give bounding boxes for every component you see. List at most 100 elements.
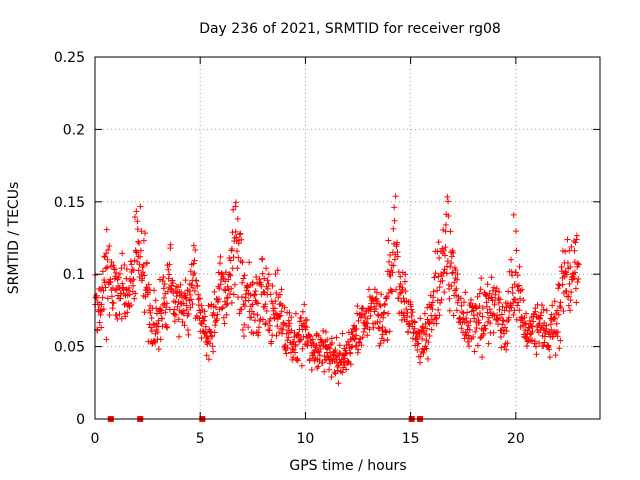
data-point [453, 307, 460, 314]
data-point [246, 259, 253, 266]
data-point [451, 287, 458, 294]
data-point [116, 311, 123, 318]
data-point [554, 307, 561, 314]
data-point [217, 260, 224, 267]
data-point [294, 357, 301, 364]
data-point [382, 295, 389, 302]
data-point [510, 311, 517, 318]
data-point [253, 273, 260, 280]
data-point [378, 291, 385, 298]
data-point [100, 306, 107, 313]
data-point [154, 329, 161, 336]
data-point [344, 359, 351, 366]
data-point [271, 315, 278, 322]
data-point [424, 304, 431, 311]
data-point [158, 307, 165, 314]
data-point [438, 296, 445, 303]
data-point [225, 286, 232, 293]
data-point [553, 320, 560, 327]
data-point [155, 317, 162, 324]
data-point [254, 300, 261, 307]
data-point [171, 318, 178, 325]
data-point [264, 277, 271, 284]
data-point [379, 323, 386, 330]
data-point [234, 248, 240, 255]
data-point [259, 256, 266, 263]
data-point [452, 266, 459, 273]
data-point [481, 325, 488, 332]
data-point [508, 256, 515, 263]
data-point [96, 319, 103, 326]
chart-title: Day 236 of 2021, SRMTID for receiver rg0… [199, 21, 501, 37]
data-point [557, 304, 564, 311]
data-point [306, 356, 313, 363]
data-point [191, 270, 198, 277]
data-point [495, 299, 502, 306]
data-point [196, 295, 203, 302]
data-point [498, 344, 505, 351]
data-point [131, 257, 138, 264]
data-point [254, 311, 261, 318]
data-point [478, 275, 485, 282]
x-tick-label: 20 [507, 431, 525, 447]
data-point [273, 332, 280, 339]
data-point [349, 343, 356, 350]
data-point [217, 253, 224, 260]
axis-ticks: 0 0.05 0.1 0.15 0.2 0.25 0 5 10 15 20 [54, 50, 600, 447]
data-point [505, 288, 512, 295]
data-point [556, 345, 563, 352]
data-point [158, 315, 165, 322]
data-point [166, 271, 173, 278]
data-point [335, 380, 342, 387]
data-point [133, 208, 140, 215]
data-point [110, 262, 117, 269]
data-point [385, 237, 392, 244]
data-point [509, 284, 516, 291]
data-point [169, 280, 176, 287]
data-point [415, 328, 422, 335]
data-point [524, 338, 531, 345]
data-point [429, 299, 436, 306]
data-point [134, 218, 141, 225]
data-point [190, 242, 197, 249]
data-point [109, 299, 116, 306]
data-point [546, 346, 553, 353]
data-point [441, 266, 448, 273]
data-point [477, 286, 484, 293]
data-point [146, 307, 153, 314]
data-point [160, 285, 167, 292]
data-point [371, 286, 378, 293]
data-point [454, 276, 461, 283]
data-point [567, 264, 574, 271]
data-point [339, 330, 346, 337]
data-point [471, 348, 478, 355]
data-point [137, 203, 144, 210]
data-point [115, 274, 122, 281]
data-point [283, 330, 290, 337]
data-point [513, 247, 520, 254]
data-point [386, 328, 393, 335]
data-point [515, 282, 522, 289]
data-point [570, 275, 577, 282]
data-point [116, 270, 123, 277]
data-point [329, 340, 336, 347]
data-point [472, 328, 479, 335]
data-point [375, 312, 382, 319]
data-point [227, 272, 234, 279]
data-point [575, 261, 582, 268]
data-point [193, 278, 200, 285]
data-point [201, 317, 208, 324]
data-point [105, 246, 112, 253]
data-point [433, 320, 440, 327]
data-point [321, 368, 328, 375]
data-point [444, 193, 451, 200]
data-point [446, 295, 453, 302]
data-point [108, 293, 115, 300]
data-point [380, 337, 387, 344]
data-point [523, 334, 530, 341]
data-point [514, 302, 521, 309]
data-point [161, 295, 168, 302]
data-point [130, 276, 137, 283]
data-point [476, 290, 483, 297]
data-point [563, 288, 570, 295]
